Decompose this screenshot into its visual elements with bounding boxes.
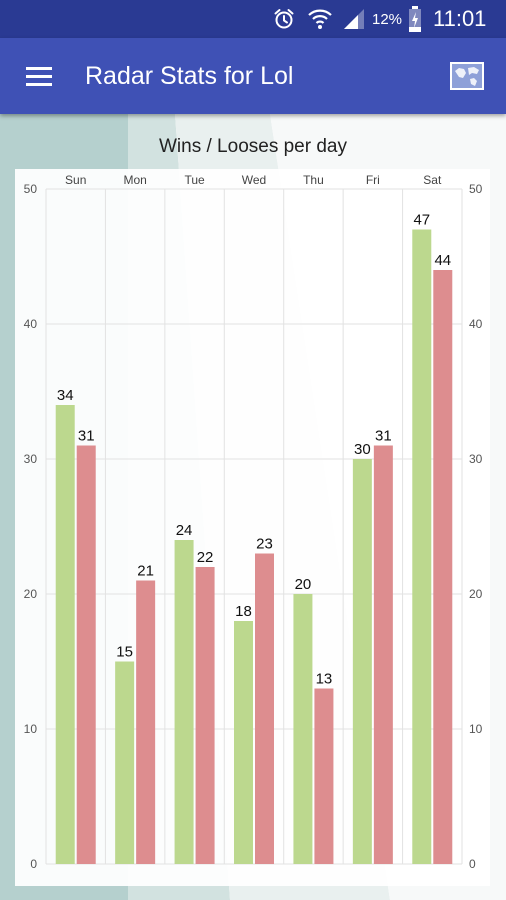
bar-value-label: 23 <box>256 536 273 553</box>
signal-icon <box>342 0 366 38</box>
bar-value-label: 31 <box>78 428 95 445</box>
bar-value-label: 21 <box>137 563 154 580</box>
bar <box>136 580 156 864</box>
y-tick-label-left: 10 <box>24 722 38 736</box>
y-tick-label-right: 10 <box>469 722 483 736</box>
x-tick-label: Wed <box>242 173 266 187</box>
bar <box>352 459 372 864</box>
app-title: Radar Stats for Lol <box>85 62 294 90</box>
y-tick-label-right: 30 <box>469 452 483 466</box>
bar-value-label: 24 <box>176 522 193 539</box>
x-tick-label: Tue <box>184 173 205 187</box>
bar <box>293 594 313 864</box>
bar <box>174 540 194 864</box>
y-tick-label-left: 40 <box>24 317 38 331</box>
y-tick-label-left: 20 <box>24 587 38 601</box>
bar-value-label: 31 <box>375 428 392 445</box>
bar <box>115 661 135 864</box>
y-tick-label-right: 50 <box>469 182 483 196</box>
chart-panel: 0 0 10 10 20 20 30 30 40 40 50 50 Sun Mon Tue Wed Thu Fri… <box>15 169 490 886</box>
hamburger-menu-icon[interactable] <box>18 58 58 94</box>
bar-value-label: 22 <box>197 549 214 566</box>
y-tick-label-right: 0 <box>469 857 476 871</box>
bar <box>314 688 334 864</box>
status-bar: 12% 11:01 <box>0 0 506 38</box>
bar-value-label: 20 <box>295 576 312 593</box>
bar <box>55 405 75 864</box>
bar <box>373 445 393 864</box>
y-tick-label-right: 40 <box>469 317 483 331</box>
battery-charging-icon <box>408 0 422 38</box>
x-tick-label: Thu <box>303 173 324 187</box>
bar <box>433 270 453 864</box>
y-tick-label-left: 0 <box>30 857 37 871</box>
y-tick-label-right: 20 <box>469 587 483 601</box>
x-tick-label: Mon <box>123 173 146 187</box>
bar-value-label: 47 <box>413 212 430 229</box>
bar-chart: 0 0 10 10 20 20 30 30 40 40 50 50 Sun Mon Tue Wed Thu Fri… <box>24 173 483 871</box>
bar-value-label: 44 <box>434 252 451 269</box>
x-tick-label: Sun <box>65 173 86 187</box>
bar-value-label: 18 <box>235 603 252 620</box>
battery-percent: 12% <box>372 10 403 28</box>
x-tick-label: Fri <box>366 173 380 187</box>
bar <box>76 445 96 864</box>
bar <box>195 567 215 864</box>
clock: 11:01 <box>433 6 487 31</box>
alarm-icon <box>272 0 296 38</box>
bar <box>255 553 274 864</box>
world-map-icon[interactable] <box>448 57 486 95</box>
chart-title: Wins / Looses per day <box>159 136 347 157</box>
y-tick-label-left: 50 <box>24 182 38 196</box>
bar-value-label: 15 <box>116 644 133 661</box>
y-tick-label-left: 30 <box>24 452 38 466</box>
bar-value-label: 30 <box>354 441 371 458</box>
bar-value-label: 34 <box>57 387 74 404</box>
x-tick-label: Sat <box>423 173 442 187</box>
bar <box>412 229 432 864</box>
bar-value-label: 13 <box>316 671 333 688</box>
bar <box>234 621 253 864</box>
app-bar: Radar Stats for Lol <box>0 38 506 114</box>
wifi-icon <box>307 0 333 38</box>
